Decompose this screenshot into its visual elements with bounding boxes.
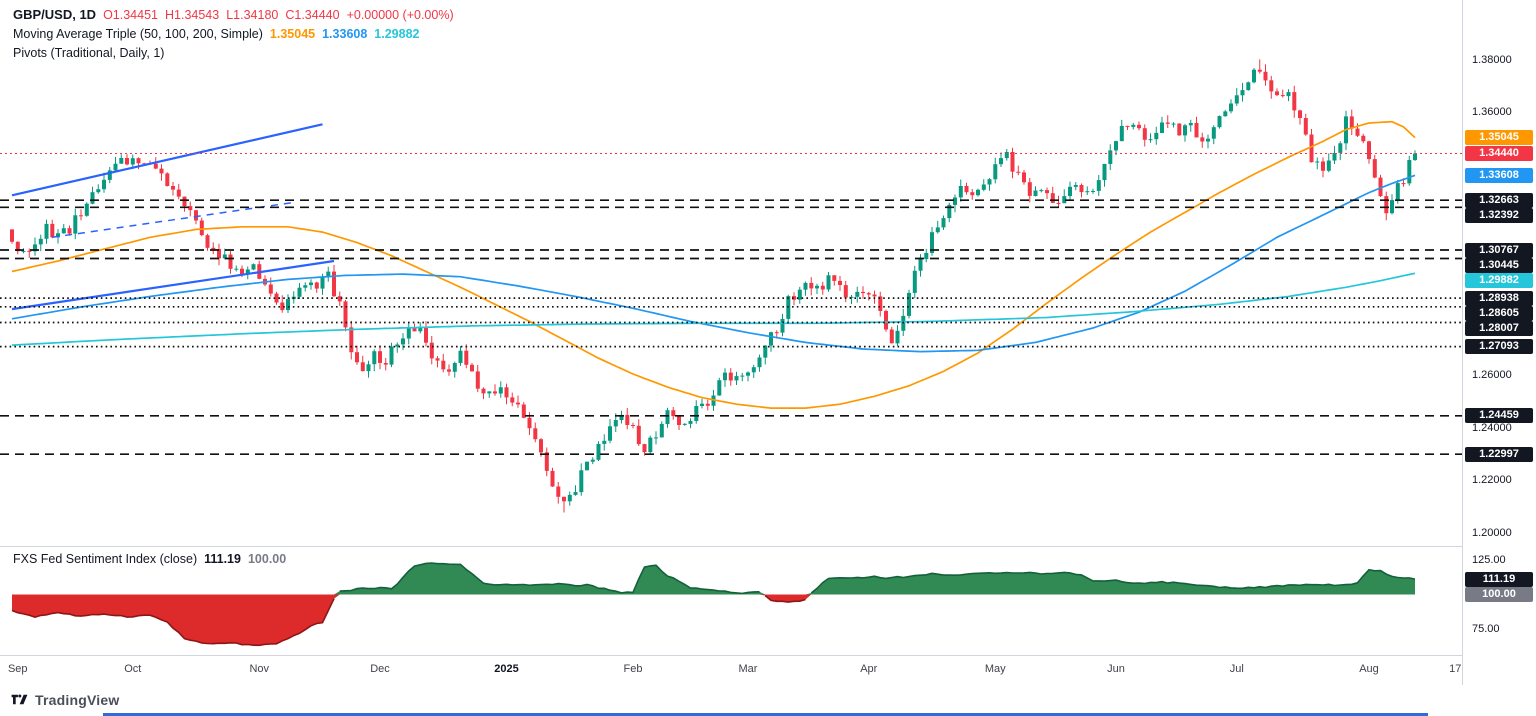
chart-canvas [0, 59, 1462, 647]
ma-100-line [11, 174, 1416, 353]
price-badge: 1.24459 [1465, 408, 1533, 424]
trendline-3 [52, 201, 294, 239]
time-label: Apr [860, 663, 878, 675]
price-axis[interactable]: 1.38000 1.36000 1.26000 1.24000 1.22000 1.200… [1462, 0, 1536, 685]
price-badge: 1.28007 [1465, 320, 1533, 336]
indicator-tick: 125.00 [1472, 554, 1506, 566]
price-badge: 1.27093 [1465, 339, 1533, 355]
time-label: Jun [1107, 663, 1125, 675]
time-axis[interactable]: Sep Oct Nov Dec 2025 Feb Mar Apr May Jun Jul Aug 17 [0, 655, 1462, 685]
time-label: Nov [249, 663, 270, 675]
price-tick: 1.20000 [1472, 526, 1512, 539]
tradingview-logo[interactable]: TradingView [10, 690, 119, 709]
indicator-badge: 111.19 [1465, 571, 1533, 587]
main-pane [0, 59, 1462, 513]
price-tick: 1.22000 [1472, 474, 1512, 487]
ma-50-line [11, 120, 1416, 409]
sentiment-area-negative [12, 594, 1415, 646]
time-label: Mar [738, 663, 758, 675]
sentiment-pane [11, 562, 1416, 647]
footer-bar: TradingView [0, 685, 1536, 716]
time-label: Oct [124, 663, 142, 675]
price-tick: 1.38000 [1472, 53, 1512, 66]
indicator-tick: 75.00 [1472, 623, 1500, 635]
candles [10, 59, 1417, 513]
price-badge: 1.33608 [1465, 167, 1533, 183]
trendline-1 [11, 123, 323, 197]
indicator-badge: 100.00 [1465, 587, 1533, 602]
time-label: Jul [1229, 663, 1244, 675]
axis-corner [1462, 655, 1536, 685]
price-tick: 1.26000 [1472, 369, 1512, 382]
price-badge: 1.32663 [1465, 192, 1533, 208]
tradingview-logo-icon [11, 694, 28, 705]
time-label: Dec [370, 663, 390, 675]
time-label: 2025 [494, 663, 519, 675]
time-label: 17 [1449, 663, 1462, 675]
sentiment-area-positive [12, 563, 1415, 595]
time-label: Feb [623, 663, 643, 675]
price-badge: 1.29882 [1465, 272, 1533, 288]
price-badge: 1.34440 [1465, 145, 1533, 161]
price-badge: 1.30767 [1465, 242, 1533, 258]
time-label: Sep [7, 663, 28, 675]
price-badge: 1.35045 [1465, 130, 1533, 146]
price-badge: 1.22997 [1465, 446, 1533, 462]
time-label: May [984, 663, 1006, 675]
price-badge: 1.28938 [1465, 290, 1533, 306]
ma-200-line [11, 272, 1416, 346]
price-badge: 1.32392 [1465, 207, 1533, 223]
trendline-2 [11, 259, 335, 311]
price-badge: 1.28605 [1465, 305, 1533, 321]
tradingview-brand-text: TradingView [35, 691, 120, 708]
price-tick: 1.24000 [1472, 421, 1512, 434]
bottom-accent-bar [103, 713, 1428, 716]
price-tick: 1.36000 [1472, 106, 1512, 119]
chart-plot-area[interactable]: GBP/USD, 1D O1.34451 H1.34543 L1.34180 C… [0, 0, 1462, 655]
price-badge: 1.30445 [1465, 257, 1533, 273]
time-label: Aug [1359, 663, 1379, 675]
